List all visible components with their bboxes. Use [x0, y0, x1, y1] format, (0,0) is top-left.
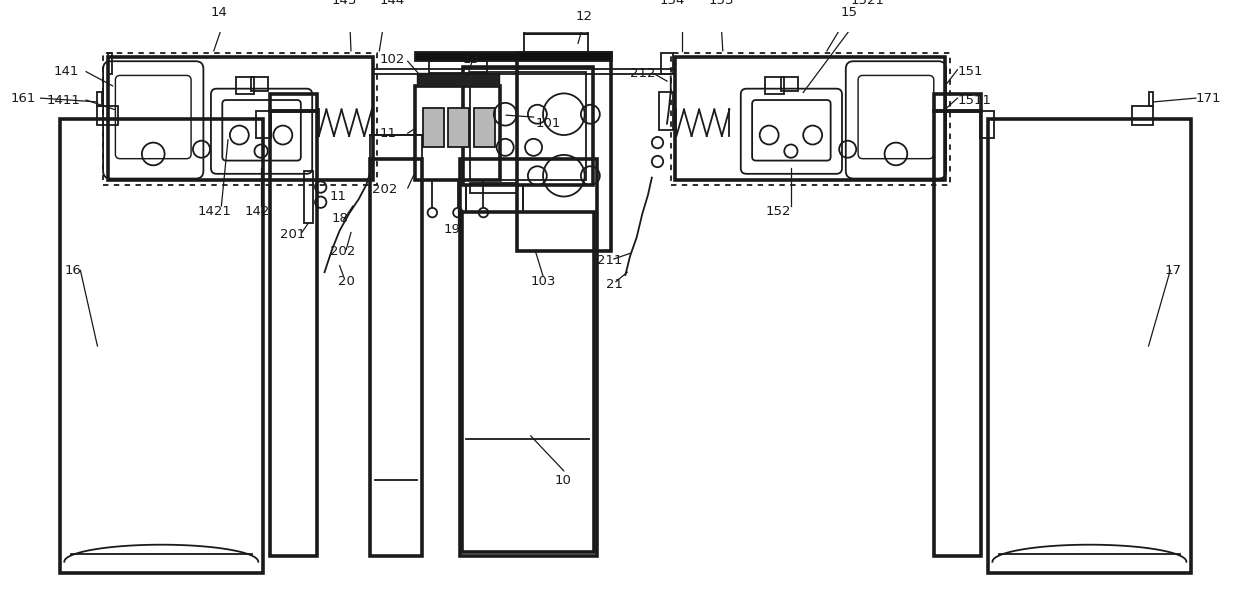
- Bar: [257, 111, 270, 138]
- Text: 13: 13: [463, 53, 480, 66]
- Text: 1521: 1521: [851, 0, 884, 7]
- Text: 15: 15: [841, 7, 858, 20]
- Text: 21: 21: [606, 278, 624, 291]
- Bar: [304, 171, 314, 223]
- Bar: [463, 67, 593, 185]
- Bar: [525, 29, 589, 34]
- Bar: [671, 53, 950, 185]
- Text: 20: 20: [337, 275, 355, 288]
- Bar: [780, 78, 797, 91]
- Text: 12: 12: [575, 10, 593, 23]
- Text: 1421: 1421: [197, 205, 232, 218]
- Bar: [980, 111, 994, 138]
- Text: 143: 143: [332, 0, 357, 7]
- Bar: [250, 78, 268, 91]
- Bar: [1132, 106, 1153, 125]
- Bar: [470, 72, 585, 181]
- Text: 16: 16: [64, 264, 81, 277]
- Bar: [429, 61, 487, 73]
- Text: 1411: 1411: [46, 94, 81, 107]
- Text: 171: 171: [1195, 92, 1221, 105]
- Text: 201: 201: [280, 228, 305, 241]
- Text: 14: 14: [211, 7, 228, 20]
- Bar: [417, 73, 498, 86]
- Text: 11: 11: [329, 190, 346, 203]
- Bar: [517, 53, 611, 252]
- Text: 212: 212: [630, 67, 656, 80]
- Bar: [525, 34, 589, 53]
- Bar: [108, 53, 112, 73]
- Text: 18: 18: [332, 212, 348, 225]
- Bar: [415, 86, 501, 181]
- Bar: [103, 53, 377, 185]
- Text: 211: 211: [596, 255, 622, 268]
- Bar: [988, 119, 1192, 573]
- Text: 142: 142: [246, 205, 270, 218]
- Bar: [269, 111, 317, 556]
- Bar: [370, 159, 422, 556]
- Bar: [765, 78, 784, 94]
- Bar: [474, 108, 495, 147]
- Bar: [660, 92, 672, 130]
- Bar: [269, 94, 317, 111]
- Bar: [415, 52, 613, 61]
- Bar: [108, 57, 373, 181]
- Text: 151: 151: [957, 65, 983, 78]
- Bar: [60, 119, 263, 573]
- Text: 17: 17: [1164, 264, 1182, 277]
- Bar: [460, 159, 596, 556]
- Bar: [934, 94, 981, 111]
- Bar: [236, 78, 254, 94]
- Text: 161: 161: [10, 92, 36, 105]
- Bar: [676, 57, 945, 181]
- Bar: [934, 111, 981, 556]
- Bar: [1148, 92, 1153, 106]
- Text: 153: 153: [708, 0, 734, 7]
- Text: 144: 144: [379, 0, 404, 7]
- Bar: [423, 108, 444, 147]
- Text: 152: 152: [765, 205, 791, 218]
- Text: 101: 101: [536, 117, 560, 130]
- Text: 154: 154: [660, 0, 684, 7]
- Text: 19: 19: [444, 223, 460, 236]
- Bar: [466, 185, 523, 212]
- Text: 202: 202: [330, 245, 356, 258]
- Bar: [466, 185, 523, 212]
- Bar: [461, 212, 594, 552]
- Bar: [470, 184, 517, 193]
- Bar: [661, 53, 672, 73]
- Bar: [373, 69, 676, 73]
- Bar: [449, 108, 469, 147]
- Text: 202: 202: [372, 184, 397, 197]
- Bar: [370, 135, 422, 159]
- Text: 141: 141: [53, 65, 79, 78]
- Bar: [98, 92, 102, 106]
- Text: 102: 102: [379, 53, 404, 66]
- Bar: [98, 106, 118, 125]
- Text: 1511: 1511: [957, 94, 992, 107]
- Text: 10: 10: [554, 474, 572, 487]
- Text: 103: 103: [531, 275, 556, 288]
- Text: 11: 11: [379, 127, 397, 140]
